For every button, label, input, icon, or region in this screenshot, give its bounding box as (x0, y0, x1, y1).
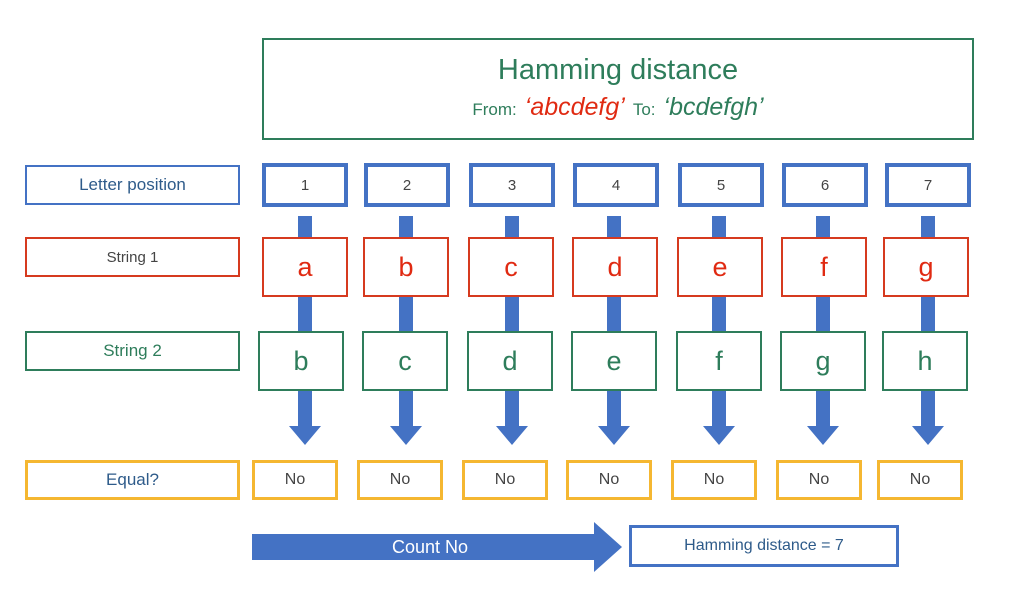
position-cell-5: 5 (678, 163, 764, 207)
string2-cell-4: e (571, 331, 657, 391)
equal-cell-1: No (252, 460, 338, 500)
equal-cell-5: No (671, 460, 757, 500)
subtitle: From: ‘abcdefg’ To: ‘bcdefgh’ (472, 93, 763, 122)
position-cell-7: 7 (885, 163, 971, 207)
from-value: ‘abcdefg’ (524, 93, 625, 121)
string2-cell-3: d (467, 331, 553, 391)
count-label: Count No (391, 537, 469, 557)
row-label-position: Letter position (25, 165, 240, 205)
row-label-string2: String 2 (25, 331, 240, 371)
count-arrow (252, 522, 622, 572)
string1-cell-7: g (883, 237, 969, 297)
string1-cell-4: d (572, 237, 658, 297)
string2-cell-2: c (362, 331, 448, 391)
string2-cell-7: h (882, 331, 968, 391)
string1-cell-6: f (781, 237, 867, 297)
equal-cell-3: No (462, 460, 548, 500)
string2-cell-6: g (780, 331, 866, 391)
position-cell-1: 1 (262, 163, 348, 207)
string2-cell-1: b (258, 331, 344, 391)
equal-cell-6: No (776, 460, 862, 500)
position-cell-2: 2 (364, 163, 450, 207)
row-label-equal: Equal? (25, 460, 240, 500)
equal-cell-7: No (877, 460, 963, 500)
position-cell-6: 6 (782, 163, 868, 207)
position-cell-3: 3 (469, 163, 555, 207)
string2-cell-5: f (676, 331, 762, 391)
to-label: To: (632, 100, 656, 119)
string1-cell-3: c (468, 237, 554, 297)
from-label: From: (472, 100, 517, 119)
equal-cell-2: No (357, 460, 443, 500)
result-box: Hamming distance = 7 (629, 525, 899, 567)
string1-cell-1: a (262, 237, 348, 297)
string1-cell-5: e (677, 237, 763, 297)
title-box: Hamming distance From: ‘abcdefg’ To: ‘bc… (262, 38, 974, 140)
position-cell-4: 4 (573, 163, 659, 207)
diagram-title: Hamming distance (497, 54, 739, 86)
row-label-string1: String 1 (25, 237, 240, 277)
string1-cell-2: b (363, 237, 449, 297)
to-value: ‘bcdefgh’ (663, 93, 764, 121)
equal-cell-4: No (566, 460, 652, 500)
